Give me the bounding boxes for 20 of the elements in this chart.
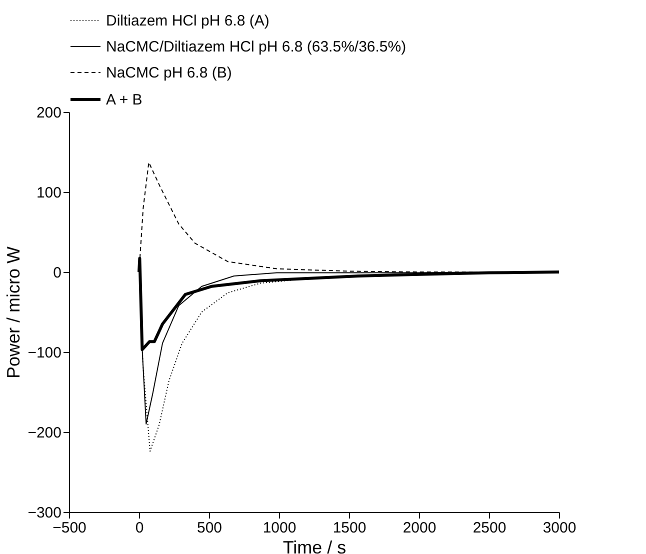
legend-label: NaCMC pH 6.8 (B)	[106, 64, 232, 82]
x-tick-label: 2000	[402, 520, 436, 536]
y-tick-label: 0	[53, 264, 62, 282]
x-tick-label: 500	[196, 520, 222, 536]
y-tick-label: 200	[36, 104, 62, 122]
y-axis-title: Power / micro W	[4, 246, 24, 379]
y-tick-label: 100	[36, 184, 62, 202]
y-tick-label: −300	[28, 504, 62, 522]
x-tick-label: 1500	[332, 520, 366, 536]
legend-label: Diltiazem HCl pH 6.8 (A)	[106, 12, 270, 30]
y-tick-label: −100	[28, 344, 62, 362]
x-axis-title: Time / s	[282, 538, 346, 554]
x-tick-label: −500	[52, 520, 86, 536]
x-tick-label: 1000	[262, 520, 296, 536]
x-tick-label: 0	[135, 520, 144, 536]
x-tick-label: 2500	[472, 520, 506, 536]
legend-label: NaCMC/Diltiazem HCl pH 6.8 (63.5%/36.5%)	[106, 38, 406, 56]
x-tick-label: 3000	[542, 520, 576, 536]
legend-label: A + B	[106, 92, 142, 108]
y-tick-label: −200	[28, 424, 62, 442]
